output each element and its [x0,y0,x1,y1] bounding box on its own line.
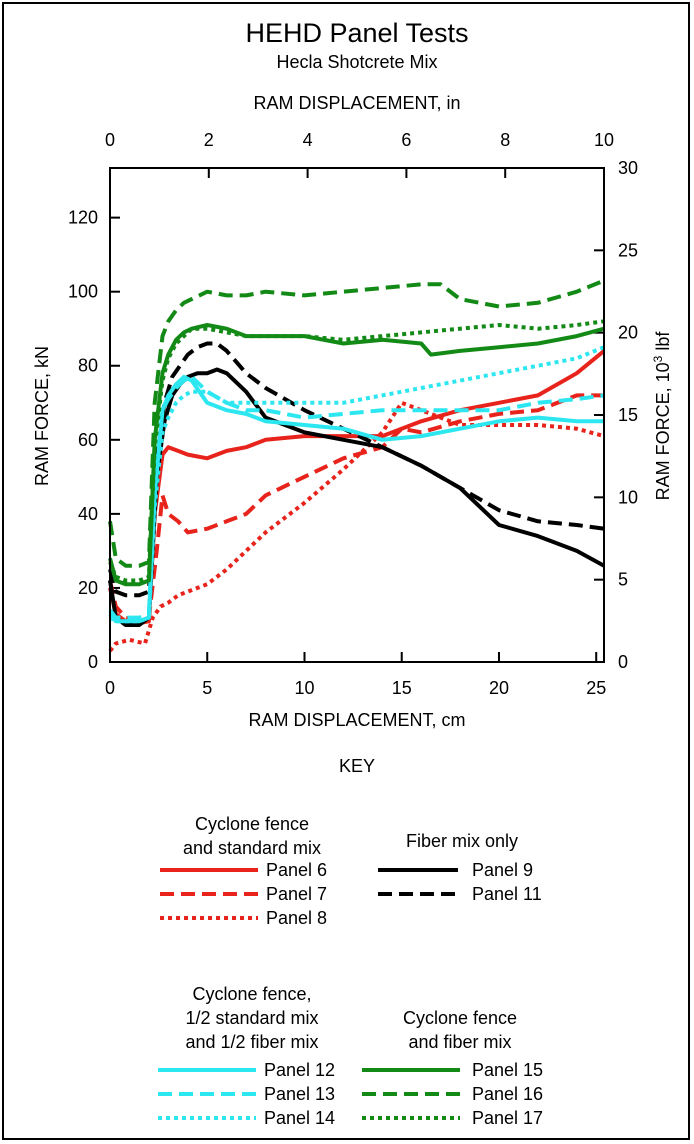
series-line-panel-8 [108,400,605,653]
y-tick-label: 100 [68,282,98,302]
series-line-panel-9 [108,367,605,627]
legend-group-title: 1/2 standard mix [185,1008,318,1028]
chart-title: HEHD Panel Tests [245,18,468,48]
series-line-panel-7 [108,393,604,624]
legend-label: Panel 13 [264,1084,335,1104]
y-tick-label: 60 [78,430,98,450]
x-top-tick-label: 0 [105,130,115,150]
y-right-tick-label: 30 [618,158,638,178]
x-top-tick-label: 2 [204,130,214,150]
chart-subtitle: Hecla Shotcrete Mix [276,52,437,72]
legend-group-title: and fiber mix [408,1032,511,1052]
series-line-panel-14 [108,345,605,624]
right-axis-label-prefix: RAM FORCE, 10 [653,362,673,500]
y-right-tick-label: 25 [618,240,638,260]
series-line-panel-17 [108,319,605,583]
y-tick-label: 80 [78,356,98,376]
x-tick-label: 20 [489,678,509,698]
x-top-tick-label: 10 [594,130,614,150]
x-tick-label: 15 [392,678,412,698]
legend-label: Panel 15 [472,1060,543,1080]
legend-label: Panel 8 [266,908,327,928]
legend-label: Panel 16 [472,1084,543,1104]
legend-label: Panel 6 [266,860,327,880]
right-axis-label-sup: 3 [651,355,665,362]
y-right-tick-label: 0 [618,652,628,672]
x-top-tick-label: 6 [401,130,411,150]
legend-label: Panel 7 [266,884,327,904]
y-tick-label: 40 [78,504,98,524]
legend-group-title: and 1/2 fiber mix [185,1032,318,1052]
series-line-panel-6 [108,349,606,626]
key-title: KEY [339,756,375,776]
x-tick-label: 0 [105,678,115,698]
x-top-tick-label: 4 [303,130,313,150]
legend-group-title: and standard mix [183,838,321,858]
right-axis-label: RAM FORCE, 103 lbf [651,331,673,501]
y-right-tick-label: 5 [618,570,628,590]
series-layer [108,278,606,653]
legend-group-title: Fiber mix only [406,831,518,851]
x-tick-label: 10 [294,678,314,698]
x-tick-label: 5 [202,678,212,698]
top-axis-label: RAM DISPLACEMENT, in [253,93,460,113]
y-right-tick-label: 20 [618,323,638,343]
legend-group-title: Cyclone fence [195,814,309,834]
y-tick-label: 20 [78,578,98,598]
plot-area [109,167,605,663]
y-right-tick-label: 15 [618,405,638,425]
y-right-tick-label: 10 [618,487,638,507]
series-line-panel-12 [108,374,604,624]
series-line-panel-15 [108,323,605,587]
legend-label: Panel 11 [472,884,542,904]
y-tick-label: 0 [88,652,98,672]
legend-label: Panel 14 [264,1108,335,1128]
series-line-panel-11 [108,341,605,598]
series-line-panel-13 [108,374,605,620]
bottom-axis-label: RAM DISPLACEMENT, cm [248,710,465,730]
right-axis-label-suffix: lbf [653,331,673,356]
legend-label: Panel 12 [264,1060,335,1080]
left-axis-label: RAM FORCE, kN [32,346,52,486]
legend-label: Panel 17 [472,1108,543,1128]
legend-group-title: Cyclone fence [403,1008,517,1028]
x-tick-label: 25 [586,678,606,698]
x-top-tick-label: 8 [500,130,510,150]
axis-ticks: 0 5 10 15 20 250 2 4 6 8 1002040608010012005101520… [68,130,638,698]
y-tick-label: 120 [68,208,98,228]
legend-label: Panel 9 [472,860,533,880]
legend-group-title: Cyclone fence, [192,984,311,1004]
